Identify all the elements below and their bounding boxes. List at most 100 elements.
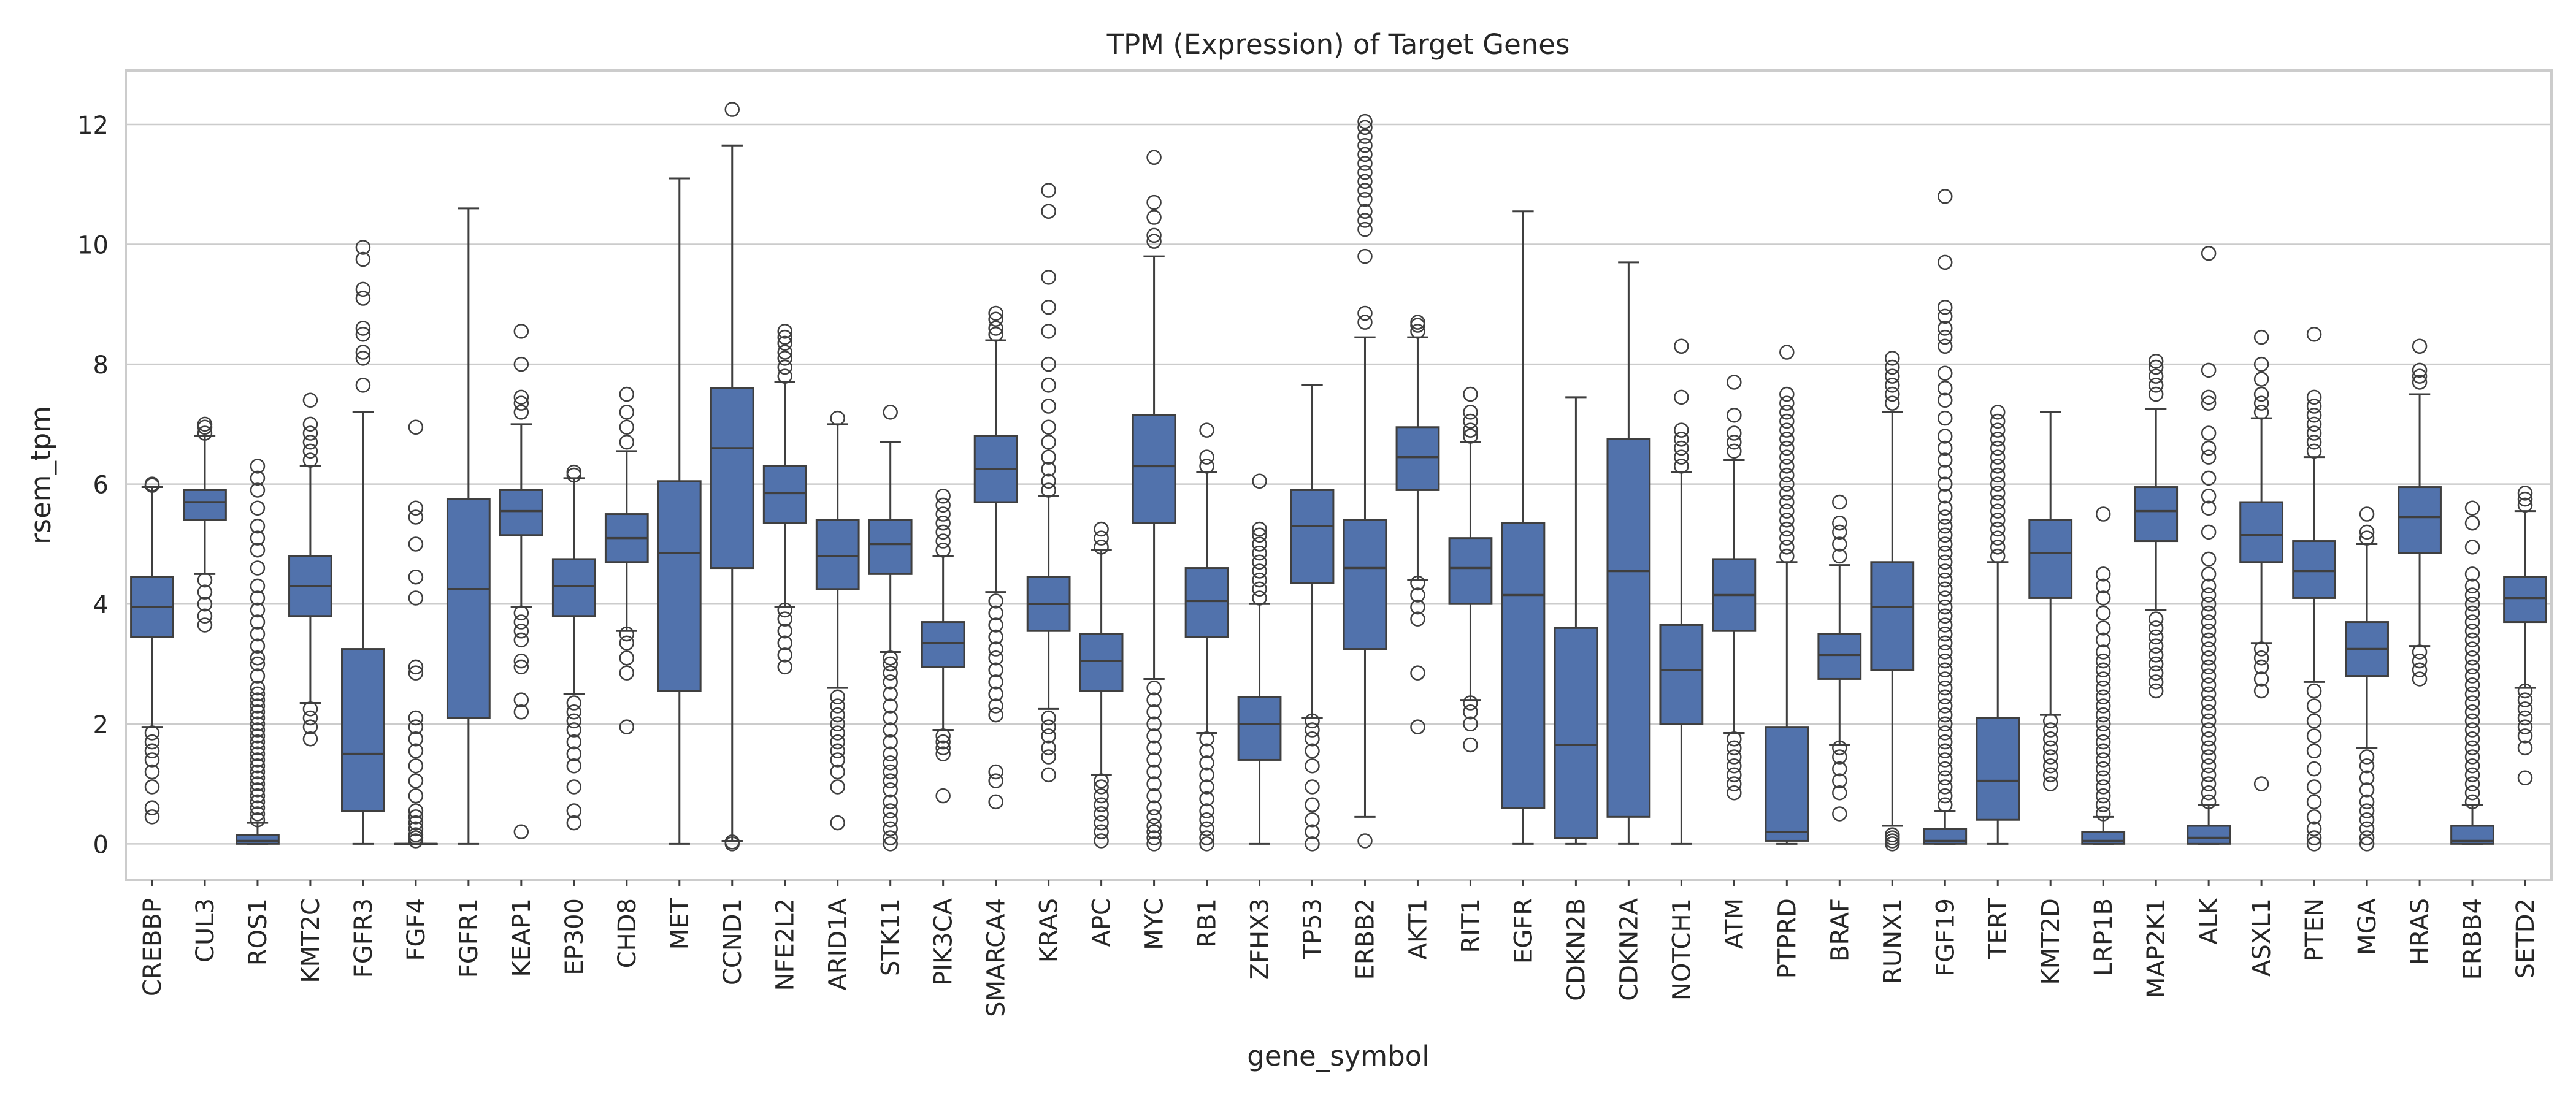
outlier-point (1041, 299, 1056, 315)
box-group-kras (1026, 183, 1071, 783)
outlier-point (1938, 743, 1953, 759)
outlier-point (2042, 722, 2058, 738)
box-group-erbb4 (2450, 500, 2494, 845)
outlier-point (144, 779, 160, 795)
outlier-point (724, 834, 740, 850)
outlier-point (566, 746, 582, 761)
outlier-point (1410, 315, 1425, 330)
outlier-point (1146, 716, 1162, 732)
outlier-point (1938, 440, 1953, 456)
outlier-point (1357, 129, 1373, 144)
outlier-point (1146, 234, 1162, 249)
x-tick-label: CDKN2A (1615, 898, 1643, 1001)
outlier-point (1779, 486, 1795, 501)
outlier-point (2517, 719, 2533, 734)
outlier-point (1252, 545, 1267, 561)
outlier-point (250, 650, 266, 666)
outlier-point (1990, 467, 2006, 483)
outlier-point (1938, 563, 1953, 579)
box-group-myc (1132, 150, 1176, 852)
outlier-point (2148, 359, 2164, 375)
outlier-point (1041, 378, 1056, 393)
outlier-point (830, 716, 845, 732)
outlier-point (2464, 713, 2480, 729)
outlier-point (2042, 713, 2058, 729)
outlier-point (1938, 635, 1953, 651)
outlier-point (2201, 632, 2217, 648)
outlier-point (1938, 392, 1953, 408)
outlier-point (1938, 380, 1953, 396)
outlier-point (408, 809, 424, 825)
box-group-chd8 (604, 386, 649, 734)
outlier-point (2359, 794, 2375, 810)
outlier-point (144, 800, 160, 815)
outlier-point (2148, 665, 2164, 681)
outlier-point (883, 764, 898, 780)
box-group-crebbp (130, 476, 174, 825)
outlier-point (566, 722, 582, 738)
outlier-point (1990, 513, 2006, 528)
outlier-point (2464, 623, 2480, 639)
outlier-point (250, 770, 266, 786)
outlier-point (1779, 345, 1795, 360)
outlier-point (1727, 434, 1742, 450)
y-tick-label: 2 (93, 711, 109, 739)
outlier-point (250, 782, 266, 798)
outlier-point (2201, 650, 2217, 666)
outlier-point (408, 803, 424, 818)
outlier-point (2042, 758, 2058, 774)
outlier-point (1990, 503, 2006, 519)
outlier-point (1410, 665, 1425, 681)
y-tick-label: 6 (93, 471, 109, 500)
x-tick-label: ARID1A (824, 898, 853, 990)
outlier-point (2042, 731, 2058, 747)
box-group-fgf19 (1923, 189, 1968, 845)
outlier-point (2042, 749, 2058, 765)
x-tick-label: HRAS (2406, 898, 2434, 965)
outlier-point (2201, 749, 2217, 765)
x-tick-label: TP53 (1299, 898, 1327, 959)
outlier-point (408, 731, 424, 747)
outlier-point (1674, 338, 1689, 354)
outlier-point (1938, 671, 1953, 687)
outlier-point (1938, 527, 1953, 543)
outlier-point (2359, 836, 2375, 852)
outlier-point (619, 719, 635, 734)
outlier-point (2412, 671, 2428, 687)
outlier-point (1779, 422, 1795, 438)
outlier-point (1463, 695, 1478, 711)
outlier-point (2201, 677, 2217, 693)
outlier-point (2095, 716, 2111, 732)
outlier-point (1938, 410, 1953, 426)
outlier-point (1041, 767, 1056, 783)
outlier-point (1779, 395, 1795, 411)
outlier-point (2306, 728, 2322, 744)
outlier-point (2148, 656, 2164, 672)
outlier-point (883, 674, 898, 690)
outlier-point (1146, 692, 1162, 707)
outlier-point (1779, 440, 1795, 456)
iqr-box (1395, 426, 1440, 491)
outlier-point (883, 722, 898, 738)
iqr-box (1817, 633, 1862, 680)
x-tick-label: MGA (2353, 898, 2382, 955)
outlier-point (302, 443, 318, 459)
x-tick-label: SMARCA4 (983, 898, 1011, 1017)
x-tick-label: CUL3 (191, 898, 220, 963)
outlier-point (2201, 740, 2217, 756)
iqr-box (762, 465, 807, 524)
outlier-point (2253, 405, 2269, 420)
outlier-point (1041, 740, 1056, 756)
outlier-point (935, 788, 951, 804)
outlier-point (2306, 389, 2322, 405)
outlier-point (2201, 587, 2217, 603)
outlier-point (2359, 530, 2375, 546)
outlier-point (250, 722, 266, 738)
outlier-point (144, 734, 160, 750)
outlier-point (1305, 743, 1320, 759)
outlier-point (1094, 788, 1109, 804)
outlier-point (1146, 227, 1162, 243)
outlier-point (1252, 572, 1267, 588)
outlier-point (2412, 368, 2428, 384)
outlier-point (513, 653, 529, 669)
